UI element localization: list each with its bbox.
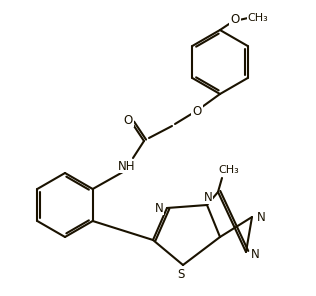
Text: N: N: [155, 202, 163, 215]
Text: S: S: [177, 268, 185, 281]
Text: O: O: [192, 104, 202, 118]
Text: N: N: [251, 247, 259, 260]
Text: O: O: [123, 113, 133, 126]
Text: CH₃: CH₃: [219, 165, 240, 175]
Text: N: N: [204, 191, 212, 204]
Text: CH₃: CH₃: [248, 13, 268, 23]
Text: NH: NH: [118, 160, 136, 173]
Text: O: O: [230, 12, 240, 25]
Text: N: N: [257, 210, 265, 223]
